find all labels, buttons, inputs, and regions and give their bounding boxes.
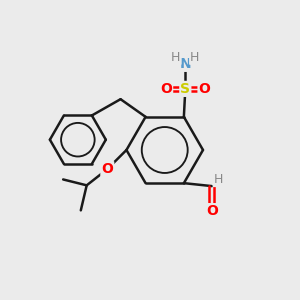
Text: S: S (180, 82, 190, 96)
Text: O: O (199, 82, 210, 96)
Text: H: H (171, 51, 181, 64)
Text: O: O (206, 204, 218, 218)
Text: O: O (160, 82, 172, 96)
Text: H: H (190, 51, 200, 64)
Text: N: N (179, 57, 191, 71)
Text: O: O (101, 162, 113, 176)
Text: H: H (214, 173, 223, 186)
